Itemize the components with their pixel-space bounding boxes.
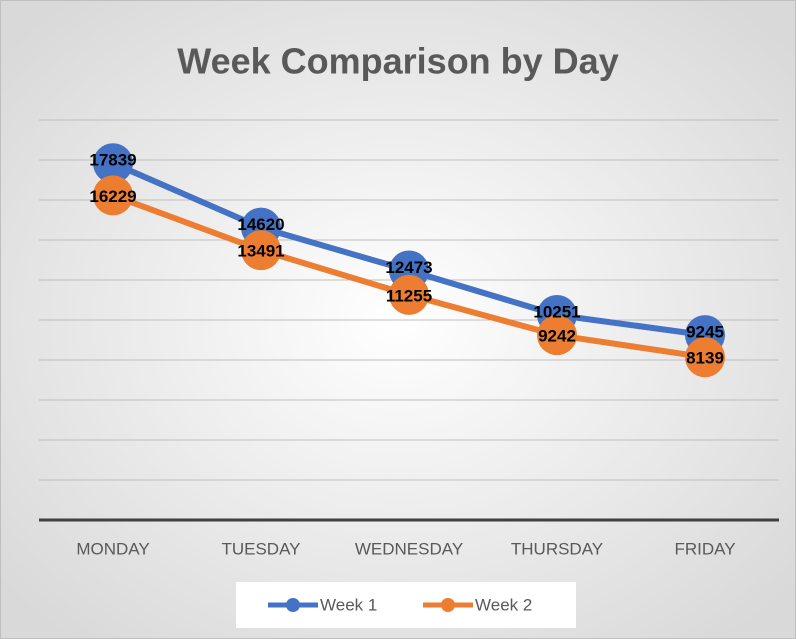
chart-title: Week Comparison by Day: [177, 41, 618, 82]
data-label: 13491: [237, 242, 284, 261]
data-label: 14620: [237, 215, 284, 234]
data-label: 9242: [538, 327, 576, 346]
data-label: 10251: [533, 302, 580, 321]
x-tick-label: MONDAY: [76, 539, 149, 558]
point: [241, 230, 281, 271]
x-tick-label: TUESDAY: [221, 539, 300, 558]
data-label: 9245: [686, 323, 724, 342]
legend-marker: [441, 598, 455, 612]
legend-label: Week 2: [475, 595, 532, 614]
x-tick-label: WEDNESDAY: [355, 539, 463, 558]
point: [685, 337, 725, 378]
point: [93, 143, 133, 184]
legend-marker: [286, 598, 300, 612]
point: [537, 315, 577, 356]
data-label: 12473: [385, 258, 432, 277]
x-tick-label: FRIDAY: [674, 539, 735, 558]
x-tick-label: THURSDAY: [511, 539, 603, 558]
data-label: 16229: [89, 187, 136, 206]
data-label: 17839: [89, 151, 136, 170]
point: [93, 175, 133, 216]
point: [389, 274, 429, 315]
data-label: 11255: [386, 286, 432, 305]
data-label: 8139: [686, 349, 724, 368]
legend-label: Week 1: [320, 595, 377, 614]
